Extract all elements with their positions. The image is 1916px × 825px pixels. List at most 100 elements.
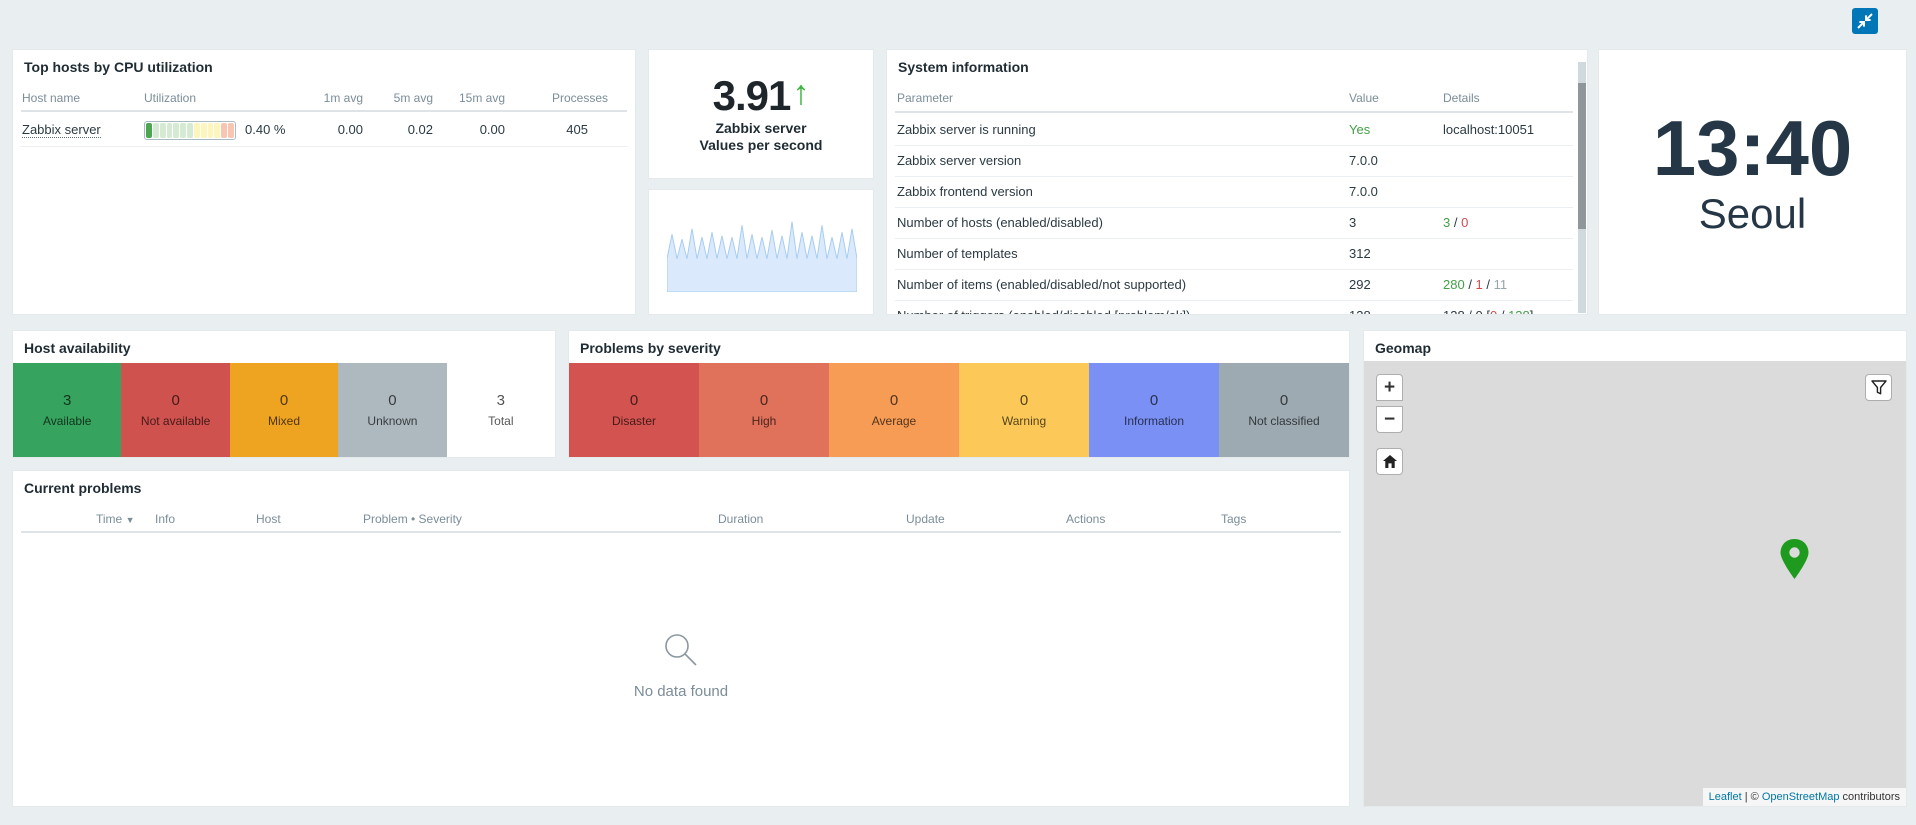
detail-seg-3: 138 xyxy=(1508,308,1530,314)
processes-value: 405 xyxy=(566,122,588,137)
detail-seg-1: / xyxy=(1464,277,1476,292)
severity-label: Not classified xyxy=(1248,414,1320,428)
detail-seg-0: localhost:10051 xyxy=(1443,122,1535,137)
col-details: Details xyxy=(1443,91,1480,105)
map-pin-icon[interactable] xyxy=(1779,539,1810,579)
row-divider xyxy=(895,176,1573,177)
trend-up-icon: ↑ xyxy=(792,74,810,112)
clock-city: Seoul xyxy=(1698,190,1807,237)
sort-desc-icon: ▼ xyxy=(125,515,135,525)
vps-value-row: 3.91↑ xyxy=(649,72,873,120)
col-1m-avg: 1m avg xyxy=(323,91,363,105)
col-info: Info xyxy=(155,512,176,526)
detail-seg-1: / xyxy=(1450,215,1462,230)
top-hosts-title-text: Top hosts by CPU utilization xyxy=(24,59,213,75)
availability-count: 3 xyxy=(63,392,72,409)
openstreetmap-link[interactable]: OpenStreetMap xyxy=(1761,791,1840,803)
bar-segment-12 xyxy=(228,123,234,138)
panel-system-info: System information Parameter Value Detai… xyxy=(886,49,1588,315)
map-zoom-in-button[interactable]: + xyxy=(1376,374,1403,401)
problems-severity-title: Problems by severity xyxy=(580,340,721,356)
host-link-text[interactable]: Zabbix server xyxy=(22,122,101,138)
sysinfo-parameter: Number of templates xyxy=(897,246,1018,261)
row-divider xyxy=(895,238,1573,239)
severity-tile-high: 0 High xyxy=(699,363,829,457)
sysinfo-details: 138 / 0 [0 / 138] xyxy=(1443,308,1534,314)
panel-sparkline xyxy=(648,189,874,315)
severity-label: Information xyxy=(1123,414,1185,428)
severity-tile-disaster: 0 Disaster xyxy=(569,363,699,457)
map-home-button[interactable] xyxy=(1376,448,1403,475)
severity-tile-warning: 0 Warning xyxy=(959,363,1089,457)
severity-count: 0 xyxy=(1279,392,1289,409)
row-divider xyxy=(895,300,1573,301)
severity-count: 0 xyxy=(1149,392,1159,409)
row-divider xyxy=(895,145,1573,146)
bar-segment-10 xyxy=(214,123,221,138)
sysinfo-parameter: Zabbix server version xyxy=(897,153,1022,168)
home-icon xyxy=(1382,455,1397,468)
detail-seg-2: 1 xyxy=(1475,277,1483,292)
detail-seg-4: ] xyxy=(1530,308,1534,314)
col-15m-avg: 15m avg xyxy=(458,91,505,105)
leaflet-link[interactable]: Leaflet xyxy=(1708,791,1742,803)
scrollbar-thumb[interactable] xyxy=(1578,83,1586,229)
availability-label: Total xyxy=(488,414,514,428)
detail-seg-2: 0 xyxy=(1461,215,1469,230)
availability-count: 0 xyxy=(171,392,180,409)
vps-label-metric: Values per second xyxy=(699,137,823,153)
avg-15m-value: 0.00 xyxy=(479,122,505,137)
plus-icon: + xyxy=(1383,376,1396,398)
attribution-sep: | © xyxy=(1741,791,1762,803)
col-host-name: Host name xyxy=(22,91,81,105)
bar-segment-6 xyxy=(187,123,193,138)
bar-segment-3 xyxy=(166,123,173,138)
vps-value: 3.91 xyxy=(712,72,792,119)
availability-tile-mixed: 0 Mixed xyxy=(229,363,339,457)
col-duration: Duration xyxy=(718,512,764,526)
panel-clock: 13:40 Seoul xyxy=(1598,49,1907,315)
system-info-title-text: System information xyxy=(898,59,1029,75)
map-canvas[interactable]: + − Leaflet | © OpenStreetMap contributo… xyxy=(1364,361,1906,806)
row-divider xyxy=(895,269,1573,270)
sysinfo-value: 7.0.0 xyxy=(1349,184,1378,199)
panel-vps-gauge: 3.91↑ Zabbix server Values per second xyxy=(648,49,874,179)
col-time-sort[interactable]: Time ▼ xyxy=(96,512,135,526)
detail-seg-2: / xyxy=(1497,308,1508,314)
map-zoom-out-button[interactable]: − xyxy=(1376,406,1403,433)
bar-segment-5 xyxy=(180,123,187,138)
col-time-label: Time xyxy=(96,512,123,526)
bar-segment-4 xyxy=(173,123,180,138)
host-availability-title-text: Host availability xyxy=(24,340,131,356)
bar-segment-7 xyxy=(193,123,200,138)
bar-segment-0 xyxy=(146,123,152,138)
severity-tile-information: 0 Information xyxy=(1089,363,1219,457)
minus-icon: − xyxy=(1383,408,1396,430)
map-filter-button[interactable] xyxy=(1865,374,1892,401)
map-attribution: Leaflet | © OpenStreetMap contributors xyxy=(1702,788,1906,806)
sysinfo-value: 292 xyxy=(1349,277,1371,292)
availability-tile-not-available: 0 Not available xyxy=(121,363,230,457)
col-processes: Processes xyxy=(551,91,608,105)
col-value: Value xyxy=(1349,91,1379,105)
col-problem-severity: Problem • Severity xyxy=(363,512,462,526)
availability-label: Available xyxy=(42,414,92,428)
panel-top-hosts: Top hosts by CPU utilization Host name U… xyxy=(12,49,636,315)
geomap-title-text: Geomap xyxy=(1375,340,1432,356)
row-divider xyxy=(895,207,1573,208)
sysinfo-value: 3 xyxy=(1349,215,1357,230)
col-host: Host xyxy=(256,512,281,526)
detail-seg-0: 138 / 0 [ xyxy=(1443,308,1490,314)
collapse-arrows-icon xyxy=(1857,13,1873,29)
system-info-scrollbar xyxy=(1578,62,1586,313)
host-link[interactable]: Zabbix server xyxy=(22,122,101,138)
bar-segment-2 xyxy=(159,123,166,138)
filter-funnel-icon xyxy=(1870,380,1887,395)
sysinfo-value: Yes xyxy=(1349,122,1371,137)
severity-label: Disaster xyxy=(611,414,656,428)
exit-kiosk-button[interactable] xyxy=(1852,8,1878,34)
geomap-title: Geomap xyxy=(1375,340,1431,356)
availability-tile-unknown: 0 Unknown xyxy=(338,363,447,457)
severity-count: 0 xyxy=(1019,392,1029,409)
